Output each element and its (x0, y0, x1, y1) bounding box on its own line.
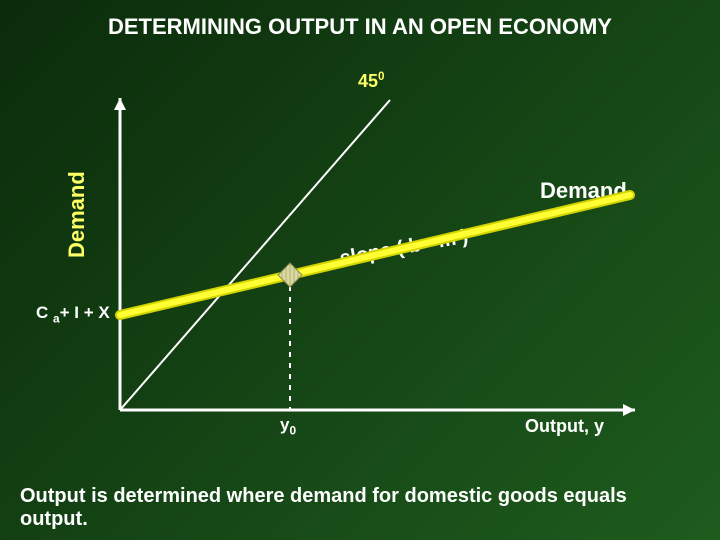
intercept-prefix: C (36, 303, 53, 322)
y-axis-label: Demand (64, 171, 90, 258)
label-45-degree: 450 (358, 70, 385, 92)
chart-svg (90, 90, 650, 430)
label-45-sup: 0 (378, 70, 385, 83)
intercept-sub: a (53, 311, 60, 325)
slide: DETERMINING OUTPUT IN AN OPEN ECONOMY 45… (0, 0, 720, 540)
slide-title: DETERMINING OUTPUT IN AN OPEN ECONOMY (0, 14, 720, 40)
slide-caption: Output is determined where demand for do… (20, 485, 700, 531)
label-45-main: 45 (358, 71, 378, 91)
